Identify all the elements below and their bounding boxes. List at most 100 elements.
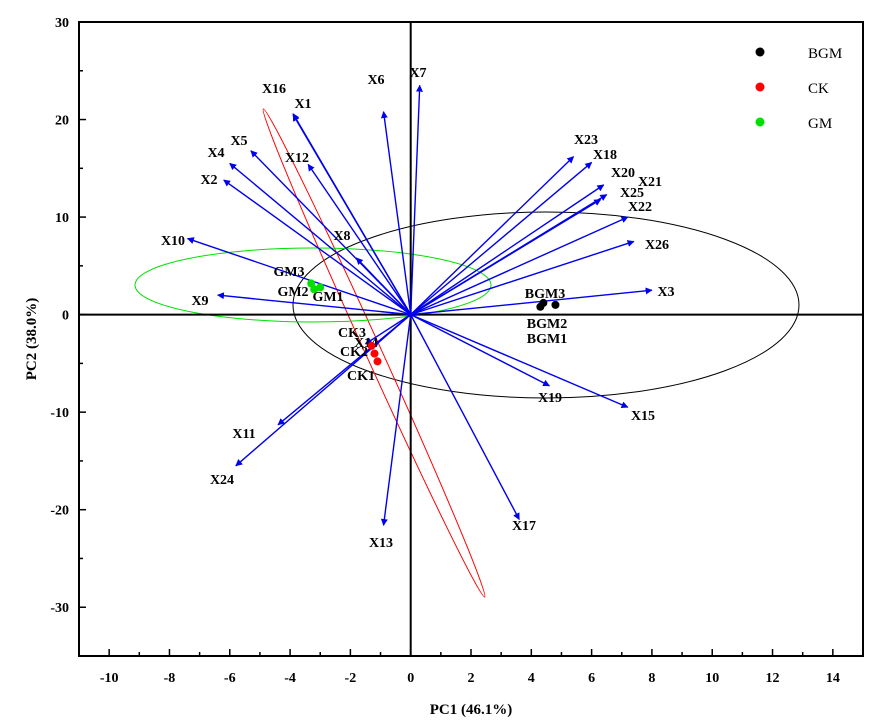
legend-label-bgm: BGM [808, 46, 842, 62]
y-tick-label: 20 [55, 114, 69, 129]
loading-label-x13: X13 [369, 536, 393, 551]
loading-label-x25: X25 [620, 186, 644, 201]
x-tick-label: 8 [648, 671, 655, 686]
loading-arrow-x19 [410, 313, 551, 387]
x-tick-label: 6 [588, 671, 595, 686]
loading-label-x24: X24 [210, 473, 234, 488]
point-gm3 [307, 279, 316, 288]
loading-label-x1: X1 [294, 97, 311, 112]
point-label-bgm2: BGM2 [527, 317, 567, 332]
loading-label-x8: X8 [333, 229, 350, 244]
loading-label-x17: X17 [512, 519, 536, 534]
point-label-gm2: GM2 [277, 285, 308, 300]
loading-label-x7: X7 [409, 66, 426, 81]
point-gm1 [316, 283, 325, 292]
loading-arrow-x9 [217, 292, 411, 316]
point-label-gm3: GM3 [273, 265, 304, 280]
loading-label-x15: X15 [631, 409, 655, 424]
point-label-ck1: CK1 [347, 369, 375, 384]
legend-marker-ck [755, 82, 765, 92]
loading-label-x4: X4 [207, 146, 224, 161]
loading-arrow-x24 [235, 314, 412, 467]
legend: BGM CK GM [755, 46, 842, 132]
legend-label-gm: GM [808, 116, 832, 132]
y-tick-label: -20 [50, 504, 69, 519]
y-tick-label: -30 [50, 601, 69, 616]
loading-arrow-x25 [410, 198, 602, 316]
confidence-ellipses [134, 108, 800, 598]
x-tick-label: -6 [224, 671, 236, 686]
loading-label-x16: X16 [262, 82, 286, 97]
loading-label-x22: X22 [628, 200, 652, 215]
loading-arrow-x2 [223, 179, 412, 316]
loading-arrow-x22 [410, 216, 629, 316]
loading-label-x9: X9 [191, 294, 208, 309]
x-tick-label: 4 [528, 671, 535, 686]
legend-marker-bgm [755, 47, 765, 57]
point-bgm2 [539, 298, 548, 307]
x-tick-label: -4 [284, 671, 296, 686]
point-ck2 [370, 349, 379, 358]
x-tick-label: -8 [164, 671, 176, 686]
point-ck3 [367, 341, 376, 350]
x-tick-label: 10 [705, 671, 719, 686]
ellipse-gm [134, 247, 492, 323]
loading-label-x20: X20 [611, 166, 635, 181]
loading-arrow-x8 [355, 257, 412, 316]
x-axis-title: PC1 (46.1%) [430, 702, 513, 718]
loading-label-x23: X23 [574, 133, 598, 148]
y-tick-label: -10 [50, 406, 69, 421]
ellipse-bgm [292, 211, 800, 399]
plot-border [78, 21, 864, 657]
loading-arrow-x6 [380, 111, 412, 315]
x-tick-label: 14 [826, 671, 840, 686]
point-label-gm1: GM1 [312, 290, 343, 305]
loading-label-x21: X21 [638, 175, 662, 190]
x-tick-label: 0 [407, 671, 414, 686]
loading-label-x18: X18 [593, 148, 617, 163]
point-label-ck2: CK2 [340, 345, 368, 360]
loading-label-x12: X12 [285, 151, 309, 166]
loading-arrow-x7 [409, 84, 423, 315]
loading-label-x10: X10 [161, 234, 185, 249]
y-tick-label: 30 [55, 16, 69, 31]
y-axis-title: PC2 (38.0%) [24, 298, 40, 381]
loading-arrow-x10 [186, 237, 411, 316]
y-tick-label: 0 [62, 309, 69, 324]
point-label-bgm3: BGM3 [525, 287, 565, 302]
x-tick-label: -2 [345, 671, 357, 686]
loading-arrow-x16 [292, 113, 412, 315]
y-tick-label: 10 [55, 211, 69, 226]
point-label-ck3: CK3 [338, 326, 366, 341]
x-tick-label: -10 [100, 671, 119, 686]
legend-marker-gm [755, 117, 765, 127]
loading-arrow-x15 [410, 313, 629, 409]
loading-label-x11: X11 [232, 427, 255, 442]
loading-label-x2: X2 [200, 173, 217, 188]
loading-arrow-x4 [229, 162, 412, 316]
point-bgm3 [551, 300, 560, 309]
loading-arrow-x14 [364, 314, 412, 345]
loading-arrow-x12 [307, 163, 412, 316]
ellipse-ck [262, 108, 486, 598]
loading-arrow-x13 [380, 314, 412, 526]
loading-arrow-x23 [410, 156, 575, 316]
loading-label-x26: X26 [645, 238, 669, 253]
loading-arrow-x18 [410, 161, 593, 316]
loading-label-x3: X3 [657, 285, 674, 300]
x-tick-label: 2 [468, 671, 475, 686]
loading-label-x6: X6 [367, 73, 384, 88]
loading-label-x19: X19 [538, 391, 562, 406]
x-tick-label: 12 [766, 671, 780, 686]
loading-arrow-x3 [410, 287, 653, 316]
plot-frame [78, 21, 864, 657]
loading-arrow-x20 [410, 184, 605, 316]
point-label-bgm1: BGM1 [527, 332, 567, 347]
loading-arrow-x17 [410, 314, 520, 521]
point-ck1 [373, 357, 382, 366]
legend-label-ck: CK [808, 81, 829, 97]
